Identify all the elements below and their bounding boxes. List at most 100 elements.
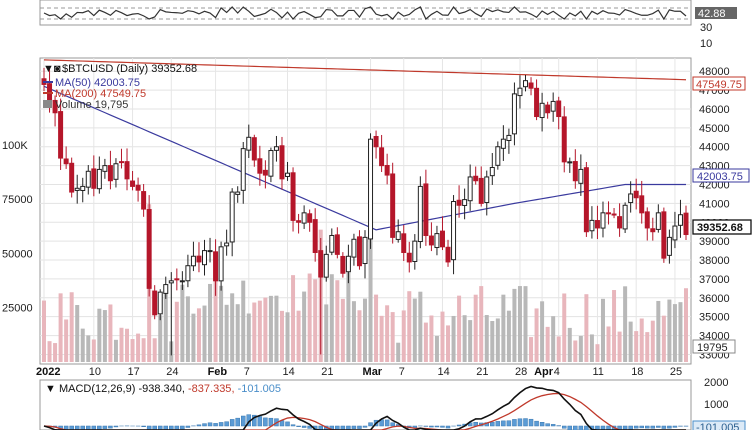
volume-bar [650,320,655,362]
macd-histogram-bar [539,422,545,427]
macd-tick-2000: 2000 [704,377,728,389]
candle-body [329,234,335,253]
volume-bar [578,335,583,362]
macd-histogram-bar [501,420,506,427]
candle-body [174,278,180,281]
price-tick-label: 45000 [699,123,730,135]
candle-body [213,251,219,282]
candle-body [445,246,451,263]
candle-body [202,250,207,266]
volume-tick-label: 100K [2,140,28,152]
candle-body [246,136,252,151]
candle-body [611,213,617,216]
price-axis: 3300034000350003600037000380003900040000… [699,66,730,361]
macd-histogram-bar [163,425,169,430]
candle-body [157,291,163,315]
macd-hist-badge-frame [692,420,746,430]
volume-bar [86,335,91,362]
rsi-line [43,6,687,21]
candle-body [307,213,313,223]
volume-bar [335,280,340,362]
x-tick-label: Feb [208,366,228,378]
macd-histogram-bar [362,425,368,428]
macd-histogram-bar [534,420,539,427]
volume-bar [202,305,207,362]
macd-histogram-bar [86,425,91,430]
volume-bar [462,315,467,362]
macd-histogram-bar [390,422,395,427]
volume-bar [573,340,578,362]
volume-bar [213,278,218,362]
candle-body [207,250,213,253]
candle-body [534,87,540,118]
volume-bar [174,301,179,362]
macd-histogram-bar [290,424,296,427]
candle-body [606,212,612,215]
volume-bar [645,332,650,362]
macd-histogram-bar [633,425,639,429]
legend-ma200-label: MA(200) [55,88,97,100]
volume-tick-label: 25000 [2,303,33,315]
candle-body [345,255,351,273]
volume-bar [324,304,329,362]
candle-body [567,161,573,164]
candle-body [423,183,429,236]
candle-body [118,161,124,164]
candle-body [368,138,374,240]
legend-title-glyph: ▼◙ [43,63,61,75]
macd-histogram-bar [240,415,246,427]
volume-bar [440,311,445,362]
volume-bar [545,326,550,362]
macd-histogram-bar [600,425,606,430]
x-tick-label: 14 [283,366,295,378]
ma50-line [43,85,686,231]
volume-bar [484,315,489,362]
candle-body [655,212,661,230]
candle-body [96,168,102,190]
chart-legend: ▼◙ $BTCUSD (Daily) 39352.68 MA(50) 42003… [43,63,197,111]
candle-body [290,172,296,221]
candle-body [379,147,385,167]
volume-bar [42,300,46,362]
legend-volume-swatch [43,100,52,108]
volume-bar [113,339,118,362]
macd-histogram-bar [296,425,301,427]
macd-legend-macd: -938.340 [138,383,181,395]
macd-histogram-bar [318,425,323,430]
volume-bar [363,298,367,362]
macd-histogram-bar [573,425,578,430]
macd-histogram-bar [207,422,213,427]
macd-histogram-bar [102,425,108,429]
volume-bar [268,295,273,362]
candle-body [467,176,473,202]
candle-body [107,165,113,182]
ma50-badge: 42003.75 [692,168,750,183]
ma50-badge-text: 42003.75 [697,171,743,183]
macd-histogram-bar [229,419,235,427]
volume-badge-frame [692,339,736,354]
volume-bar [136,333,141,362]
volume-bar [279,310,284,362]
rsi-panel: 42.88 30 10 [39,0,737,50]
candle-body [279,145,285,180]
macd-histogram-bar [434,425,440,428]
volume-bar [517,286,522,362]
volume-bar [64,319,69,362]
volume-bar [423,322,428,362]
candle-body [661,211,667,259]
volume-badge-text: 19795 [697,342,728,354]
volume-bar [661,315,666,362]
macd-tick-1000: 1000 [704,399,728,411]
macd-legend-signal: -837.335 [188,383,231,395]
candle-body [406,252,412,263]
price-tick-label: 48000 [699,66,730,78]
volume-bar [141,338,146,362]
macd-histogram-bar [650,425,656,429]
rsi-panel-frame [39,0,692,26]
candle-body [677,214,683,226]
macd-histogram-bar [141,425,146,427]
macd-histogram-bar [91,425,97,430]
last-price-text: 39352.68 [697,222,743,234]
volume-bar [589,334,594,362]
candle-body [644,211,650,229]
